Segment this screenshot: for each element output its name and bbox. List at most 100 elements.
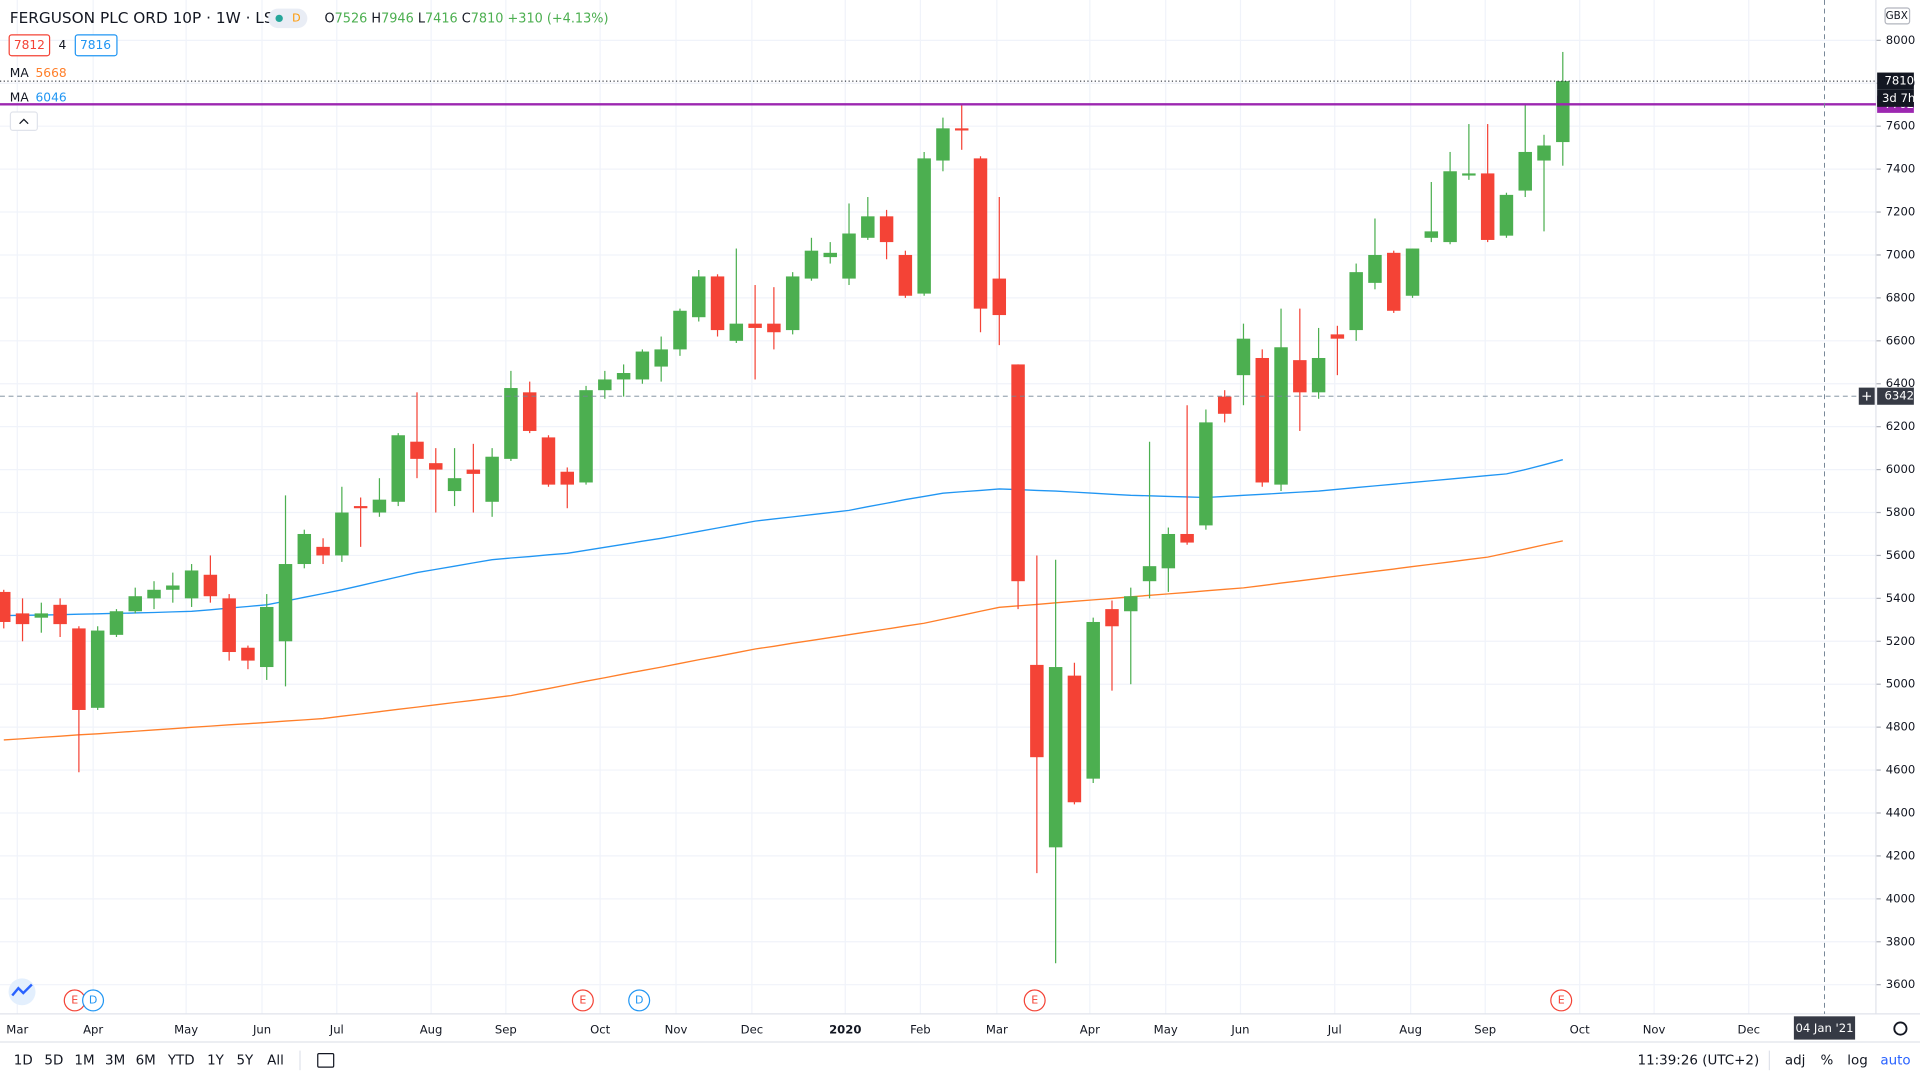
ohlc-value: 7946	[381, 11, 414, 26]
candle-body	[72, 628, 86, 710]
candle-body	[1217, 396, 1232, 414]
y-tick-label: 3800	[1886, 934, 1916, 948]
event-marker[interactable]	[1550, 989, 1573, 1012]
event-marker[interactable]	[1023, 989, 1046, 1012]
event-marker[interactable]	[82, 989, 105, 1012]
candle-body	[53, 604, 67, 625]
candle-body	[1349, 272, 1363, 331]
currency-box	[1884, 7, 1911, 25]
x-tick-label: May	[174, 1022, 198, 1036]
range-button[interactable]: All	[267, 1053, 284, 1068]
candle-body	[166, 585, 180, 590]
ohlc-label: L	[418, 11, 426, 26]
event-label: D	[89, 993, 97, 1006]
candle-body	[917, 158, 931, 294]
x-tick-label: Nov	[1643, 1022, 1666, 1036]
range-button[interactable]: 5Y	[237, 1053, 255, 1068]
candle-body	[1199, 422, 1213, 526]
range-button[interactable]: 1Y	[207, 1053, 225, 1068]
candle-body	[936, 128, 950, 161]
range-button[interactable]: 6M	[136, 1053, 156, 1068]
candle-body	[748, 323, 762, 328]
legend-value: 5668	[36, 66, 67, 80]
crosshair-price: 6342	[1884, 389, 1914, 403]
candle-body	[1011, 364, 1025, 582]
candle-body	[429, 463, 443, 470]
range-button[interactable]: 1D	[14, 1053, 33, 1068]
range-button[interactable]: YTD	[167, 1053, 195, 1068]
x-tick-label: Jul	[1327, 1022, 1342, 1036]
x-tick-label: Jun	[1230, 1022, 1249, 1036]
scale-option[interactable]: %	[1821, 1053, 1834, 1068]
candle-body	[1518, 151, 1532, 191]
candle-body	[842, 233, 856, 279]
y-tick-label: 6000	[1886, 462, 1916, 476]
candle-body	[0, 591, 11, 622]
candle-body	[109, 611, 124, 635]
crosshair-date-box	[1793, 1016, 1856, 1040]
scale-option[interactable]: auto	[1880, 1053, 1910, 1068]
candle-body	[954, 128, 969, 131]
y-tick-label: 6200	[1886, 419, 1916, 433]
candle-body	[616, 373, 631, 380]
sell-price[interactable]: 7812	[14, 38, 45, 52]
candle-body	[1030, 664, 1044, 758]
candle-body	[1293, 360, 1307, 393]
buy-button[interactable]	[74, 34, 118, 57]
settings-icon[interactable]	[1893, 1021, 1908, 1036]
x-tick-label: Oct	[1570, 1022, 1591, 1036]
candle-body	[992, 278, 1007, 316]
candle-body	[879, 216, 894, 243]
candle-body	[1274, 347, 1288, 485]
candle-body	[767, 323, 781, 333]
legend-name: MA	[10, 90, 30, 104]
x-tick-label: Jun	[252, 1022, 271, 1036]
range-button[interactable]: 5D	[44, 1053, 63, 1068]
last-price-label: 7810	[1884, 74, 1914, 88]
last-price-box	[1877, 72, 1914, 90]
ohlc-values: O7526 H7946 L7416 C7810 +310 (+4.13%)	[324, 11, 608, 26]
range-button[interactable]: 1M	[74, 1053, 94, 1068]
candle-body	[973, 158, 988, 309]
candle-body	[522, 392, 537, 431]
candle-body	[1462, 173, 1476, 176]
moving-average	[3, 459, 1563, 617]
candle-body	[654, 349, 668, 367]
y-tick-label: 4800	[1886, 720, 1916, 734]
range-button[interactable]: 3M	[105, 1053, 125, 1068]
collapse-button[interactable]	[9, 111, 38, 132]
y-tick-label: 7000	[1886, 247, 1916, 261]
scale-option[interactable]: log	[1847, 1053, 1868, 1068]
candle-body	[804, 250, 819, 279]
buy-price[interactable]: 7816	[80, 38, 111, 52]
candle-body	[1405, 248, 1420, 296]
x-tick-label: Nov	[665, 1022, 688, 1036]
x-tick-label: Apr	[83, 1022, 103, 1036]
candle-body	[1086, 621, 1100, 779]
candle-body	[15, 613, 30, 625]
x-tick-label: Dec	[741, 1022, 764, 1036]
candle-body	[1124, 596, 1138, 612]
candle-body	[353, 506, 368, 509]
delay-badge: D	[292, 11, 300, 24]
x-tick-label: Mar	[986, 1022, 1008, 1036]
candle-body	[729, 323, 744, 341]
candle-body	[1048, 667, 1063, 848]
event-marker[interactable]	[628, 989, 651, 1012]
candle-body	[1443, 171, 1457, 243]
event-marker[interactable]	[571, 989, 594, 1012]
crosshair-plus	[1862, 391, 1872, 401]
sell-button[interactable]	[8, 34, 51, 57]
candle-body	[485, 456, 499, 502]
collapse-icon	[19, 118, 29, 125]
y-tick-label: 4000	[1886, 891, 1916, 905]
candle-body	[1105, 609, 1119, 627]
x-tick-label: Sep	[1474, 1022, 1496, 1036]
scale-option[interactable]: adj	[1785, 1053, 1806, 1068]
x-tick-label: Oct	[590, 1022, 611, 1036]
x-tick-label: 2020	[829, 1022, 861, 1036]
candle-body	[898, 254, 913, 296]
calendar-icon[interactable]	[317, 1053, 335, 1068]
candle-body	[316, 546, 330, 556]
